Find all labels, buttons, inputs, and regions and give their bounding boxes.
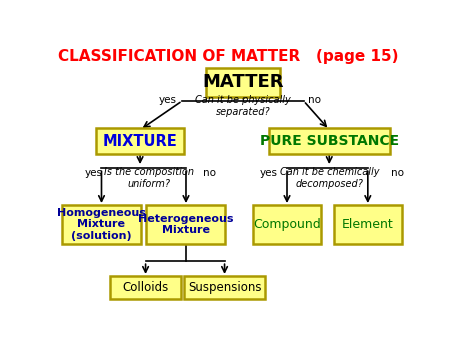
Text: Heterogeneous
Mixture: Heterogeneous Mixture — [138, 214, 234, 235]
FancyBboxPatch shape — [206, 68, 280, 97]
Text: no: no — [203, 168, 216, 178]
Text: Compound: Compound — [253, 218, 321, 231]
Text: yes: yes — [85, 168, 103, 178]
Text: Can it be physically
separated?: Can it be physically separated? — [195, 95, 291, 117]
FancyBboxPatch shape — [96, 129, 184, 154]
Text: Colloids: Colloids — [122, 281, 169, 294]
Text: Suspensions: Suspensions — [188, 281, 261, 294]
Text: MIXTURE: MIXTURE — [103, 133, 177, 148]
FancyBboxPatch shape — [334, 204, 402, 244]
Text: Can it be chemically
decomposed?: Can it be chemically decomposed? — [280, 167, 379, 189]
Text: Is the composition
uniform?: Is the composition uniform? — [104, 167, 194, 189]
Text: no: no — [308, 95, 321, 105]
Text: MATTER: MATTER — [202, 73, 283, 91]
FancyBboxPatch shape — [253, 204, 321, 244]
FancyBboxPatch shape — [146, 204, 226, 244]
Text: CLASSIFICATION OF MATTER   (page 15): CLASSIFICATION OF MATTER (page 15) — [58, 49, 399, 65]
FancyBboxPatch shape — [184, 275, 265, 299]
FancyBboxPatch shape — [269, 129, 390, 154]
FancyBboxPatch shape — [62, 204, 141, 244]
Text: PURE SUBSTANCE: PURE SUBSTANCE — [260, 134, 399, 148]
FancyBboxPatch shape — [110, 275, 182, 299]
Text: yes: yes — [159, 95, 177, 105]
Text: Homogeneous
Mixture
(solution): Homogeneous Mixture (solution) — [57, 208, 146, 241]
Text: yes: yes — [260, 168, 278, 178]
Text: Element: Element — [342, 218, 394, 231]
Text: no: no — [391, 168, 404, 178]
